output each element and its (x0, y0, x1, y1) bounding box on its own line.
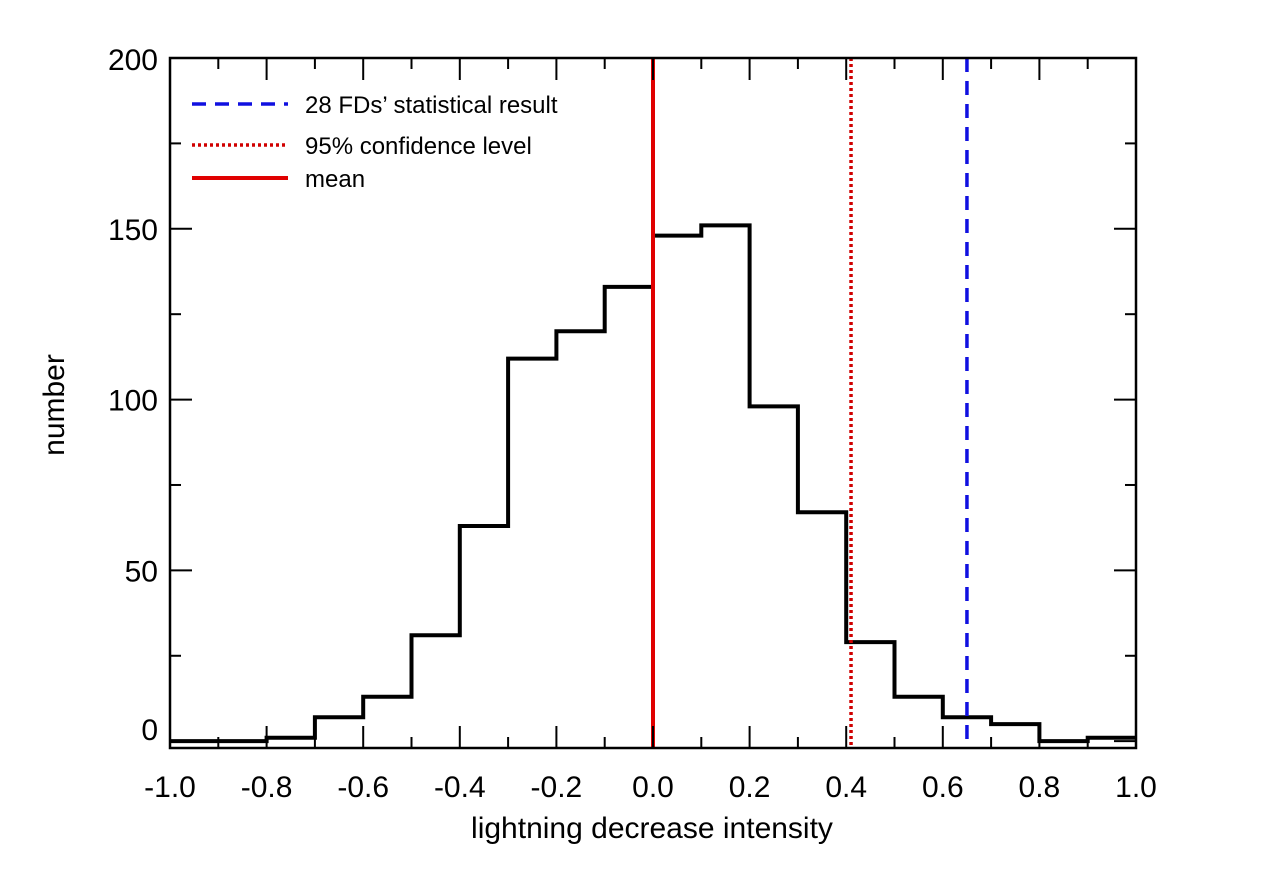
y-tick-label: 100 (108, 385, 158, 418)
axis-ticks (169, 57, 1137, 748)
x-tick-label: -1.0 (144, 771, 196, 804)
x-tick-label: 0.2 (729, 771, 771, 804)
y-tick-label: 150 (108, 214, 158, 247)
y-axis-title: number (38, 354, 71, 456)
x-tick-label: -0.8 (241, 771, 293, 804)
plot-area (168, 56, 1138, 750)
legend-label: 28 FDs’ statistical result (305, 92, 558, 119)
y-tick-label: 200 (108, 44, 158, 77)
legend: 28 FDs’ statistical result 95% confidence… (192, 92, 558, 193)
legend-label: mean (305, 166, 365, 193)
x-tick-label: -0.4 (434, 771, 486, 804)
legend-label: 95% confidence level (305, 133, 532, 160)
tick-labels: -1.0 -0.8 -0.6 -0.4 -0.2 0.0 0.2 0.4 0.6 0.8 1.0 0 5… (108, 44, 1157, 804)
x-tick-label: 1.0 (1115, 771, 1157, 804)
x-tick-label: 0.8 (1019, 771, 1061, 804)
x-tick-label: -0.2 (531, 771, 583, 804)
x-tick-label: 0.6 (922, 771, 964, 804)
x-tick-label: -0.6 (337, 771, 389, 804)
y-tick-label: 50 (125, 555, 158, 588)
y-tick-label: 0 (141, 714, 158, 747)
x-tick-label: 0.4 (825, 771, 867, 804)
x-axis-title: lightning decrease intensity (471, 812, 833, 845)
x-tick-label: 0.0 (632, 771, 674, 804)
